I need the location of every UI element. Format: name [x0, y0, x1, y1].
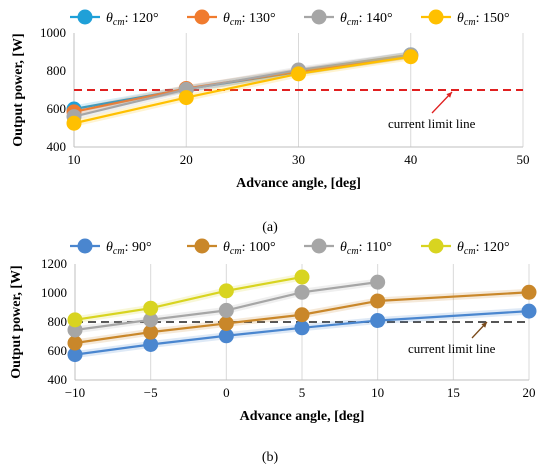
annotation-arrowhead — [481, 322, 487, 328]
series-line — [74, 275, 303, 321]
series-line — [73, 53, 411, 118]
data-point — [143, 336, 159, 352]
data-point — [294, 320, 310, 336]
chart-b: −10 −5 0 5 10 15 20 400 600 800 1000 1200 Advance an… — [9, 238, 537, 465]
chart-caption: (b) — [262, 450, 279, 465]
data-point — [370, 293, 386, 309]
y-tick-label: 600 — [47, 101, 67, 116]
data-point — [218, 328, 234, 344]
x-tick-label: 5 — [299, 385, 306, 400]
data-point — [218, 315, 234, 331]
y-tick-label: 800 — [48, 314, 68, 329]
y-tick-label: 400 — [48, 372, 68, 387]
data-point — [291, 66, 306, 82]
x-tick-label: 10 — [371, 385, 384, 400]
data-point — [294, 269, 310, 285]
y-tick-label: 800 — [47, 63, 67, 78]
legend-label: θcm: 130° — [223, 11, 276, 28]
data-point — [143, 312, 159, 328]
x-axis-label: Advance angle, [deg] — [240, 409, 365, 424]
x-tick-label: 50 — [517, 152, 530, 167]
x-tick-label: 15 — [447, 385, 460, 400]
legend-label: θcm: 120° — [106, 11, 159, 28]
limit-line-label: current limit line — [408, 341, 496, 356]
data-point — [67, 335, 83, 351]
legend-marker — [194, 9, 210, 25]
data-point — [521, 303, 537, 319]
data-point — [67, 312, 83, 328]
x-tick-label: 30 — [292, 152, 305, 167]
data-point — [370, 274, 386, 290]
legend-marker — [311, 9, 327, 25]
legend-marker — [428, 9, 444, 25]
legend-label: θcm: 150° — [457, 11, 510, 28]
chart-a: 10 20 30 40 50 400 600 800 1000 Advance angle, [d… — [11, 9, 530, 235]
data-point — [66, 115, 82, 131]
legend-label: θcm: 90° — [106, 240, 152, 257]
legend-marker — [77, 238, 93, 254]
legend-label: θcm: 120° — [457, 240, 510, 257]
x-tick-label: −10 — [65, 385, 85, 400]
legend-marker — [428, 238, 444, 254]
data-point — [294, 307, 310, 323]
y-tick-label: 600 — [48, 343, 68, 358]
x-tick-label: 20 — [523, 385, 536, 400]
data-point — [178, 90, 194, 106]
data-point — [143, 324, 159, 340]
y-tick-label: 400 — [47, 139, 67, 154]
data-point — [67, 347, 83, 363]
series-line — [74, 310, 530, 356]
x-tick-label: 10 — [68, 152, 81, 167]
x-tick-label: 40 — [404, 152, 417, 167]
legend-marker — [194, 238, 210, 254]
y-tick-label: 1000 — [40, 25, 66, 40]
series-line — [73, 55, 411, 125]
data-point — [403, 49, 419, 65]
chart-caption: (a) — [262, 220, 278, 235]
x-tick-label: −5 — [144, 385, 158, 400]
legend-label: θcm: 100° — [223, 240, 276, 257]
x-axis-label: Advance angle, [deg] — [236, 176, 361, 191]
x-tick-label: 0 — [223, 385, 230, 400]
legend-marker — [311, 238, 327, 254]
y-tick-label: 1200 — [41, 256, 67, 271]
data-point — [143, 300, 159, 316]
data-point — [521, 284, 537, 300]
data-point — [218, 283, 234, 299]
legend-label: θcm: 140° — [340, 11, 393, 28]
y-axis-label: Output power, [W] — [11, 33, 26, 146]
x-tick-label: 20 — [180, 152, 193, 167]
annotation-arrowhead — [446, 92, 452, 98]
series-line — [74, 291, 530, 345]
data-point — [218, 302, 234, 318]
data-point — [294, 284, 310, 300]
limit-line-label: current limit line — [388, 116, 476, 131]
legend-label: θcm: 110° — [340, 240, 392, 257]
data-point — [370, 313, 386, 329]
y-axis-label: Output power, [W] — [9, 265, 24, 378]
y-tick-label: 1000 — [41, 285, 67, 300]
legend-marker — [77, 9, 93, 25]
